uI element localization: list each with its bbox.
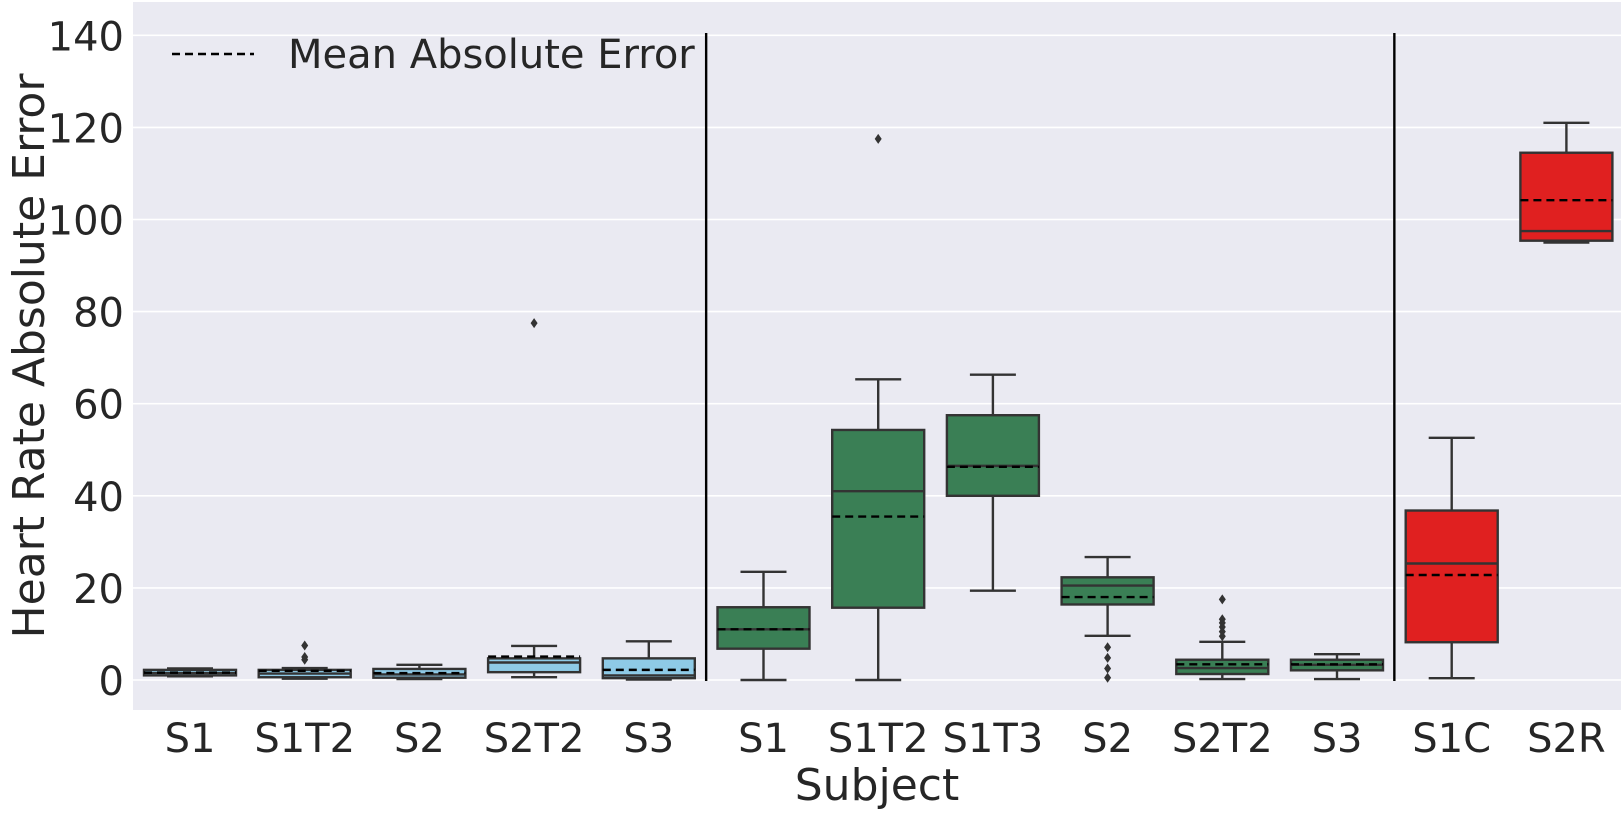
box-iqr bbox=[945, 414, 1041, 497]
box-iqr bbox=[601, 657, 696, 680]
x-axis-label: Subject bbox=[795, 760, 959, 811]
y-tick-label: 40 bbox=[73, 475, 124, 521]
x-tick-label: S3 bbox=[623, 716, 674, 762]
outlier-point bbox=[1218, 594, 1226, 605]
box-group2-S3 bbox=[1289, 653, 1385, 681]
outlier-point bbox=[1104, 642, 1112, 653]
y-tick-label: 20 bbox=[73, 567, 124, 613]
box-group2-S2T2 bbox=[1175, 594, 1270, 681]
legend-label: Mean Absolute Error bbox=[288, 32, 695, 78]
box-iqr bbox=[1404, 509, 1499, 644]
box-group1-S1 bbox=[142, 667, 238, 678]
outlier-point bbox=[1104, 652, 1112, 663]
x-tick-label: S2 bbox=[1082, 716, 1133, 762]
box-group2-S2 bbox=[1060, 555, 1155, 683]
outlier-point bbox=[301, 640, 309, 651]
outlier-point bbox=[1218, 614, 1226, 625]
outlier-point bbox=[1104, 663, 1112, 674]
box-group1-S1T2 bbox=[257, 640, 352, 680]
box-group2-S1T3 bbox=[945, 373, 1041, 592]
boxes bbox=[142, 121, 1614, 683]
x-tick-label: S1T2 bbox=[828, 716, 929, 762]
box-group1-S2T2 bbox=[486, 318, 582, 679]
y-tick-label: 100 bbox=[48, 199, 124, 245]
x-tick-label: S1 bbox=[165, 716, 216, 762]
x-tick-label: S2T2 bbox=[484, 716, 585, 762]
outlier-point bbox=[530, 318, 538, 329]
x-tick-label: S1C bbox=[1412, 716, 1491, 762]
group-separators bbox=[704, 33, 1396, 681]
legend: Mean Absolute Error bbox=[172, 32, 695, 78]
outlier-point bbox=[874, 133, 882, 144]
y-tick-labels: 0 20 40 60 80 100 120 140 bbox=[48, 14, 124, 705]
x-tick-labels: S1 S1T2 S2 S2T2 S3 S1 S1T2 S1T3 S2 S2T2 S3 S1C S2R bbox=[165, 716, 1606, 762]
box-group2-S1 bbox=[716, 570, 811, 682]
box-iqr bbox=[716, 606, 811, 650]
outlier-point bbox=[1104, 672, 1112, 683]
y-tick-label: 140 bbox=[48, 14, 124, 60]
box-group1-S3 bbox=[601, 640, 696, 681]
y-axis-label: Heart Rate Absolute Error bbox=[4, 73, 55, 639]
y-tick-label: 120 bbox=[48, 106, 124, 152]
box-group1-S2 bbox=[372, 663, 467, 681]
box-iqr bbox=[831, 428, 926, 609]
x-tick-label: S2R bbox=[1527, 716, 1606, 762]
box-iqr bbox=[1519, 151, 1614, 242]
y-tick-label: 0 bbox=[99, 659, 124, 705]
x-tick-label: S2T2 bbox=[1172, 716, 1273, 762]
box-group2-S1T2 bbox=[831, 133, 926, 682]
x-tick-label: S1T2 bbox=[254, 716, 355, 762]
x-tick-label: S2 bbox=[394, 716, 445, 762]
x-tick-label: S1T3 bbox=[943, 716, 1044, 762]
box-group3-S2R bbox=[1519, 121, 1614, 244]
box-iqr bbox=[486, 657, 582, 674]
x-tick-label: S1 bbox=[738, 716, 789, 762]
outlier-point bbox=[301, 651, 309, 662]
y-tick-label: 60 bbox=[73, 383, 124, 429]
box-group3-S1C bbox=[1404, 436, 1499, 680]
box-iqr bbox=[1060, 576, 1155, 606]
y-tick-label: 80 bbox=[73, 291, 124, 337]
x-tick-label: S3 bbox=[1312, 716, 1363, 762]
